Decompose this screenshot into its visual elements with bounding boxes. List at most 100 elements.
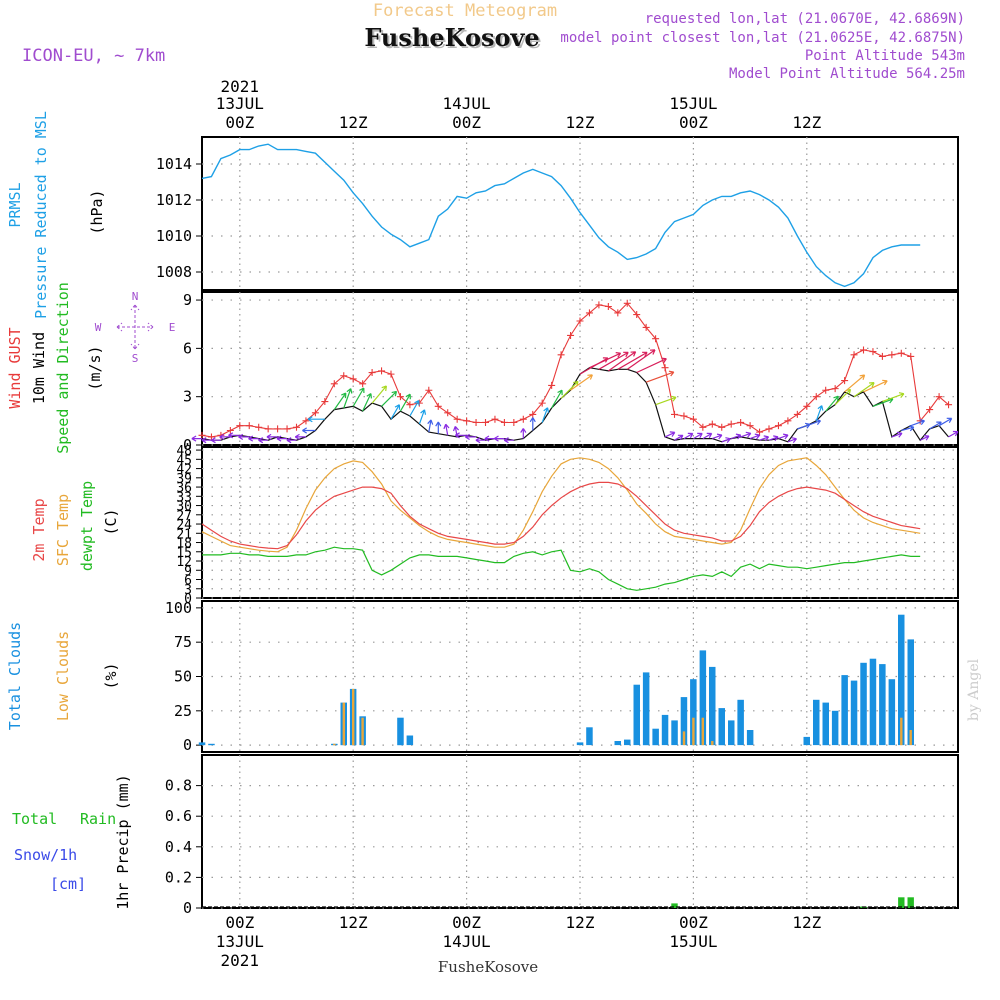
wind-arrow bbox=[560, 380, 579, 399]
gust-marker bbox=[226, 427, 234, 435]
gust-line bbox=[201, 302, 949, 438]
gust-marker bbox=[198, 431, 206, 439]
pressure-subtitle: Pressure Reduced to MSL bbox=[32, 111, 50, 319]
gust-marker bbox=[378, 367, 386, 375]
header-title: Forecast Meteogram bbox=[373, 1, 557, 21]
wind-arrow bbox=[248, 435, 259, 442]
gust-marker bbox=[774, 422, 782, 430]
low-clouds-title: Low Clouds bbox=[54, 631, 72, 721]
wind-arrow bbox=[608, 351, 637, 372]
top-hour-label: 00Z bbox=[679, 113, 708, 132]
y-tick-label: 0 bbox=[183, 436, 192, 454]
y-tick-label: 0 bbox=[184, 592, 192, 607]
top-hour-label: 12Z bbox=[792, 113, 821, 132]
wind-arrow bbox=[815, 405, 824, 422]
gust-marker bbox=[340, 372, 348, 380]
wind-arrow bbox=[201, 437, 212, 444]
y-tick-label: 0 bbox=[183, 736, 192, 754]
total-cloud-bar bbox=[614, 741, 621, 746]
y-tick-label: 24 bbox=[176, 518, 192, 533]
total-cloud-bar bbox=[652, 728, 659, 746]
wind-arrow bbox=[529, 417, 536, 431]
gust-marker bbox=[302, 417, 310, 425]
y-tick-label: 15 bbox=[176, 546, 192, 561]
bottom-day-label: 15JUL bbox=[669, 932, 717, 951]
total-cloud-bar bbox=[860, 662, 867, 746]
wind-arrow bbox=[797, 422, 811, 430]
gust-marker bbox=[311, 409, 319, 417]
temp-unit: (C) bbox=[102, 508, 120, 535]
gust-marker bbox=[491, 415, 499, 423]
gust-marker bbox=[472, 418, 480, 426]
gust-marker bbox=[935, 393, 943, 401]
gust-marker bbox=[387, 370, 395, 378]
gust-marker bbox=[510, 418, 518, 426]
watermark: by Angel bbox=[966, 658, 982, 721]
wind-arrow bbox=[655, 395, 677, 406]
top-day-label: 13JUL bbox=[216, 94, 264, 113]
dewpt-line bbox=[202, 546, 921, 591]
total-cloud-bar bbox=[803, 736, 810, 746]
y-tick-label: 75 bbox=[174, 633, 192, 651]
wind-arrow bbox=[343, 388, 353, 409]
y-tick-label: 0.6 bbox=[165, 807, 192, 825]
wind-arrow bbox=[307, 416, 325, 423]
gust-marker bbox=[245, 422, 253, 430]
wind-arrow bbox=[910, 419, 925, 427]
gust-marker bbox=[850, 351, 858, 359]
total-cloud-bar bbox=[831, 710, 839, 746]
total-cloud-bar bbox=[718, 708, 725, 746]
wind-arrow bbox=[381, 390, 398, 407]
total-cloud-bar bbox=[406, 735, 414, 746]
wind-arrow bbox=[901, 425, 915, 432]
gust-marker bbox=[519, 415, 527, 423]
low-cloud-bar bbox=[342, 702, 345, 746]
wind-arrow bbox=[286, 437, 297, 444]
y-tick-label: 42 bbox=[176, 463, 192, 478]
total-cloud-bar bbox=[746, 730, 754, 746]
gust-marker bbox=[548, 381, 556, 389]
gust-marker bbox=[538, 399, 546, 407]
total-cloud-bar bbox=[737, 699, 744, 746]
gust-marker bbox=[765, 425, 773, 433]
total-cloud-bar bbox=[208, 743, 215, 746]
snow-unit: [cm] bbox=[50, 875, 86, 893]
total-cloud-bar bbox=[841, 675, 848, 746]
gust-marker bbox=[236, 422, 244, 430]
wind-arrow bbox=[948, 430, 959, 438]
wind-arrow bbox=[551, 389, 563, 409]
top-year-label: 2021 bbox=[221, 77, 260, 96]
compass-rose: N S W E bbox=[95, 290, 176, 365]
wind-arrow bbox=[749, 433, 761, 440]
closest-point: model point closest lon,lat (21.0625E, 4… bbox=[560, 30, 965, 46]
total-cloud-bar bbox=[198, 742, 206, 746]
gust-marker bbox=[784, 417, 792, 425]
wind-arrow bbox=[712, 433, 723, 440]
low-cloud-bar bbox=[701, 717, 704, 746]
gust-marker bbox=[737, 418, 745, 426]
wind-arrow bbox=[443, 423, 450, 436]
rain-bar bbox=[907, 897, 914, 908]
y-tick-label: 27 bbox=[176, 509, 192, 524]
low-cloud-bar bbox=[352, 688, 355, 746]
gust-marker bbox=[293, 423, 300, 431]
gust-marker bbox=[595, 301, 603, 309]
wind-arrow bbox=[787, 437, 797, 443]
gust-marker bbox=[434, 402, 442, 410]
total-label: Total bbox=[12, 810, 57, 828]
t2m-line bbox=[201, 481, 921, 550]
wind-arrow bbox=[399, 393, 411, 412]
gust-marker bbox=[642, 323, 650, 331]
total-cloud-bar bbox=[586, 727, 593, 746]
wind-arrow bbox=[617, 351, 648, 370]
gust-marker bbox=[396, 393, 404, 401]
precip-title: 1hr Precip (mm) bbox=[114, 774, 132, 909]
requested-point: requested lon,lat (21.0670E, 42.6869N) bbox=[645, 11, 965, 27]
y-tick-label: 100 bbox=[165, 599, 192, 617]
y-tick-label: 12 bbox=[176, 555, 192, 570]
low-cloud-bar bbox=[900, 717, 903, 746]
gust-marker bbox=[453, 415, 461, 423]
wind-arrow bbox=[598, 351, 629, 370]
wind-unit: (m/s) bbox=[86, 345, 104, 390]
